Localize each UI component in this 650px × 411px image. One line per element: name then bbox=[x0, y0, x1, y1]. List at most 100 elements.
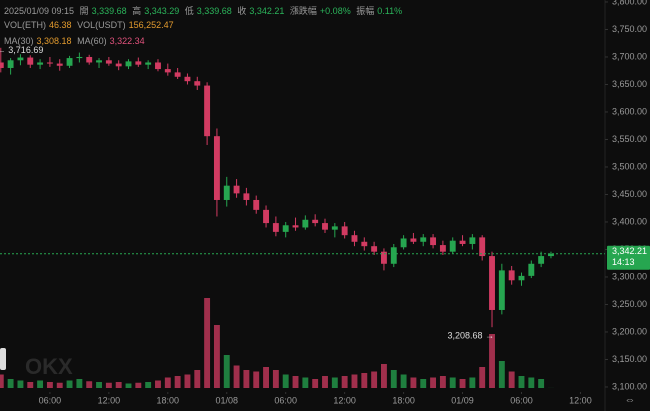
x-tick-label: 12:00 bbox=[98, 395, 121, 405]
candle-body bbox=[420, 237, 427, 242]
y-tick-label: 3,450.00 bbox=[612, 189, 647, 199]
axis-toggle[interactable]: ⇔ bbox=[625, 394, 636, 406]
label: 低 bbox=[184, 6, 194, 16]
label: 開 bbox=[79, 6, 89, 16]
volume-bar bbox=[322, 376, 328, 388]
volume-bar bbox=[508, 371, 515, 388]
y-tick-label: 3,300.00 bbox=[612, 271, 647, 281]
x-tick-label: 12:00 bbox=[333, 395, 356, 405]
candle-body bbox=[0, 62, 4, 68]
candle-body bbox=[331, 226, 338, 230]
candle-body bbox=[302, 219, 309, 228]
value: 0.11% bbox=[377, 6, 403, 16]
volume-bar bbox=[174, 376, 181, 388]
candle-body bbox=[37, 62, 44, 65]
candle-body bbox=[184, 76, 191, 82]
candle-body bbox=[125, 61, 132, 67]
volume-bar bbox=[420, 379, 427, 388]
x-tick-label: 01/08 bbox=[215, 395, 238, 405]
candle-body bbox=[243, 193, 250, 200]
label: 振幅 bbox=[356, 6, 375, 16]
candle-body bbox=[282, 225, 289, 232]
candle-body bbox=[341, 226, 348, 236]
volume-bar bbox=[56, 382, 63, 388]
volume-bar bbox=[135, 382, 142, 388]
candle-body bbox=[371, 246, 378, 252]
candle-body bbox=[213, 136, 220, 200]
label: MA(30) bbox=[4, 36, 34, 46]
candle-body bbox=[430, 237, 437, 246]
volume-bar bbox=[17, 380, 24, 388]
value: 156,252.47 bbox=[128, 20, 174, 30]
volume-bar bbox=[439, 376, 446, 388]
candle-body bbox=[164, 69, 171, 73]
value: 3,308.18 bbox=[36, 36, 72, 46]
candle-body bbox=[479, 237, 486, 257]
y-tick-label: 3,150.00 bbox=[612, 354, 647, 364]
volume-bar bbox=[105, 382, 112, 388]
candle-body bbox=[233, 185, 240, 194]
candle-body bbox=[508, 270, 515, 281]
volume-bar bbox=[145, 382, 152, 388]
ma-header: MA(30) 3,308.18 MA(60) 3,322.34 bbox=[4, 36, 148, 46]
volume-header: VOL(ETH) 46.38 VOL(USDT) 156,252.47 bbox=[4, 20, 177, 30]
candle-body bbox=[86, 56, 93, 63]
candle-body bbox=[272, 223, 279, 232]
volume-bar bbox=[86, 381, 93, 388]
candle-body bbox=[17, 57, 24, 61]
candle-body bbox=[439, 245, 446, 252]
candle-body bbox=[292, 225, 299, 228]
volume-bar bbox=[341, 376, 348, 388]
last-price-label: 3,342.21 bbox=[612, 246, 647, 256]
x-tick-label: 06:00 bbox=[39, 395, 62, 405]
y-tick-label: 3,500.00 bbox=[612, 161, 647, 171]
volume-bar bbox=[164, 377, 171, 388]
volume-bar bbox=[233, 365, 240, 388]
volume-bar bbox=[459, 379, 466, 388]
volume-bar bbox=[27, 382, 34, 388]
candle-body bbox=[263, 209, 269, 224]
candle-body bbox=[46, 62, 53, 64]
side-tab[interactable] bbox=[0, 348, 6, 370]
label: 收 bbox=[237, 6, 247, 16]
volume-bar bbox=[489, 334, 495, 388]
candle-body bbox=[145, 62, 152, 65]
candle-body bbox=[449, 240, 456, 252]
volume-bar bbox=[96, 382, 102, 388]
volume-bar bbox=[66, 380, 73, 388]
candle-body bbox=[361, 241, 368, 247]
x-tick-label: 01/09 bbox=[451, 395, 474, 405]
candle-body bbox=[135, 61, 142, 65]
value: 3,322.34 bbox=[109, 36, 145, 46]
candle-body bbox=[498, 270, 505, 310]
ohlc-header: 2025/01/09 09:15 開 3,339.68 高 3,343.29 低 3,… bbox=[4, 4, 405, 17]
volume-bar bbox=[380, 364, 387, 388]
value: 3,339.68 bbox=[91, 6, 127, 16]
volume-bar bbox=[204, 298, 211, 388]
volume-bar bbox=[361, 373, 368, 388]
low-marker: 3,208.68 → bbox=[447, 331, 494, 341]
candle-body bbox=[459, 240, 466, 244]
volume-bar bbox=[213, 325, 220, 388]
label: 高 bbox=[132, 6, 142, 16]
candle-body bbox=[76, 56, 83, 59]
volume-bar bbox=[223, 355, 230, 388]
last-price-box bbox=[607, 245, 650, 270]
volume-bar bbox=[194, 370, 201, 388]
candle-body bbox=[518, 275, 525, 281]
volume-bar bbox=[371, 371, 378, 388]
volume-bar bbox=[46, 382, 53, 388]
value: 3,342.21 bbox=[249, 6, 285, 16]
y-tick-label: 3,800.00 bbox=[612, 0, 647, 6]
volume-bar bbox=[518, 376, 525, 388]
value: 46.38 bbox=[49, 20, 72, 30]
label: VOL(ETH) bbox=[4, 20, 47, 30]
volume-bar bbox=[243, 370, 250, 388]
candle-body bbox=[194, 81, 201, 86]
y-tick-label: 3,700.00 bbox=[612, 51, 647, 61]
candle-body bbox=[7, 60, 14, 68]
candle-body bbox=[322, 223, 328, 230]
candle-body bbox=[96, 60, 102, 63]
